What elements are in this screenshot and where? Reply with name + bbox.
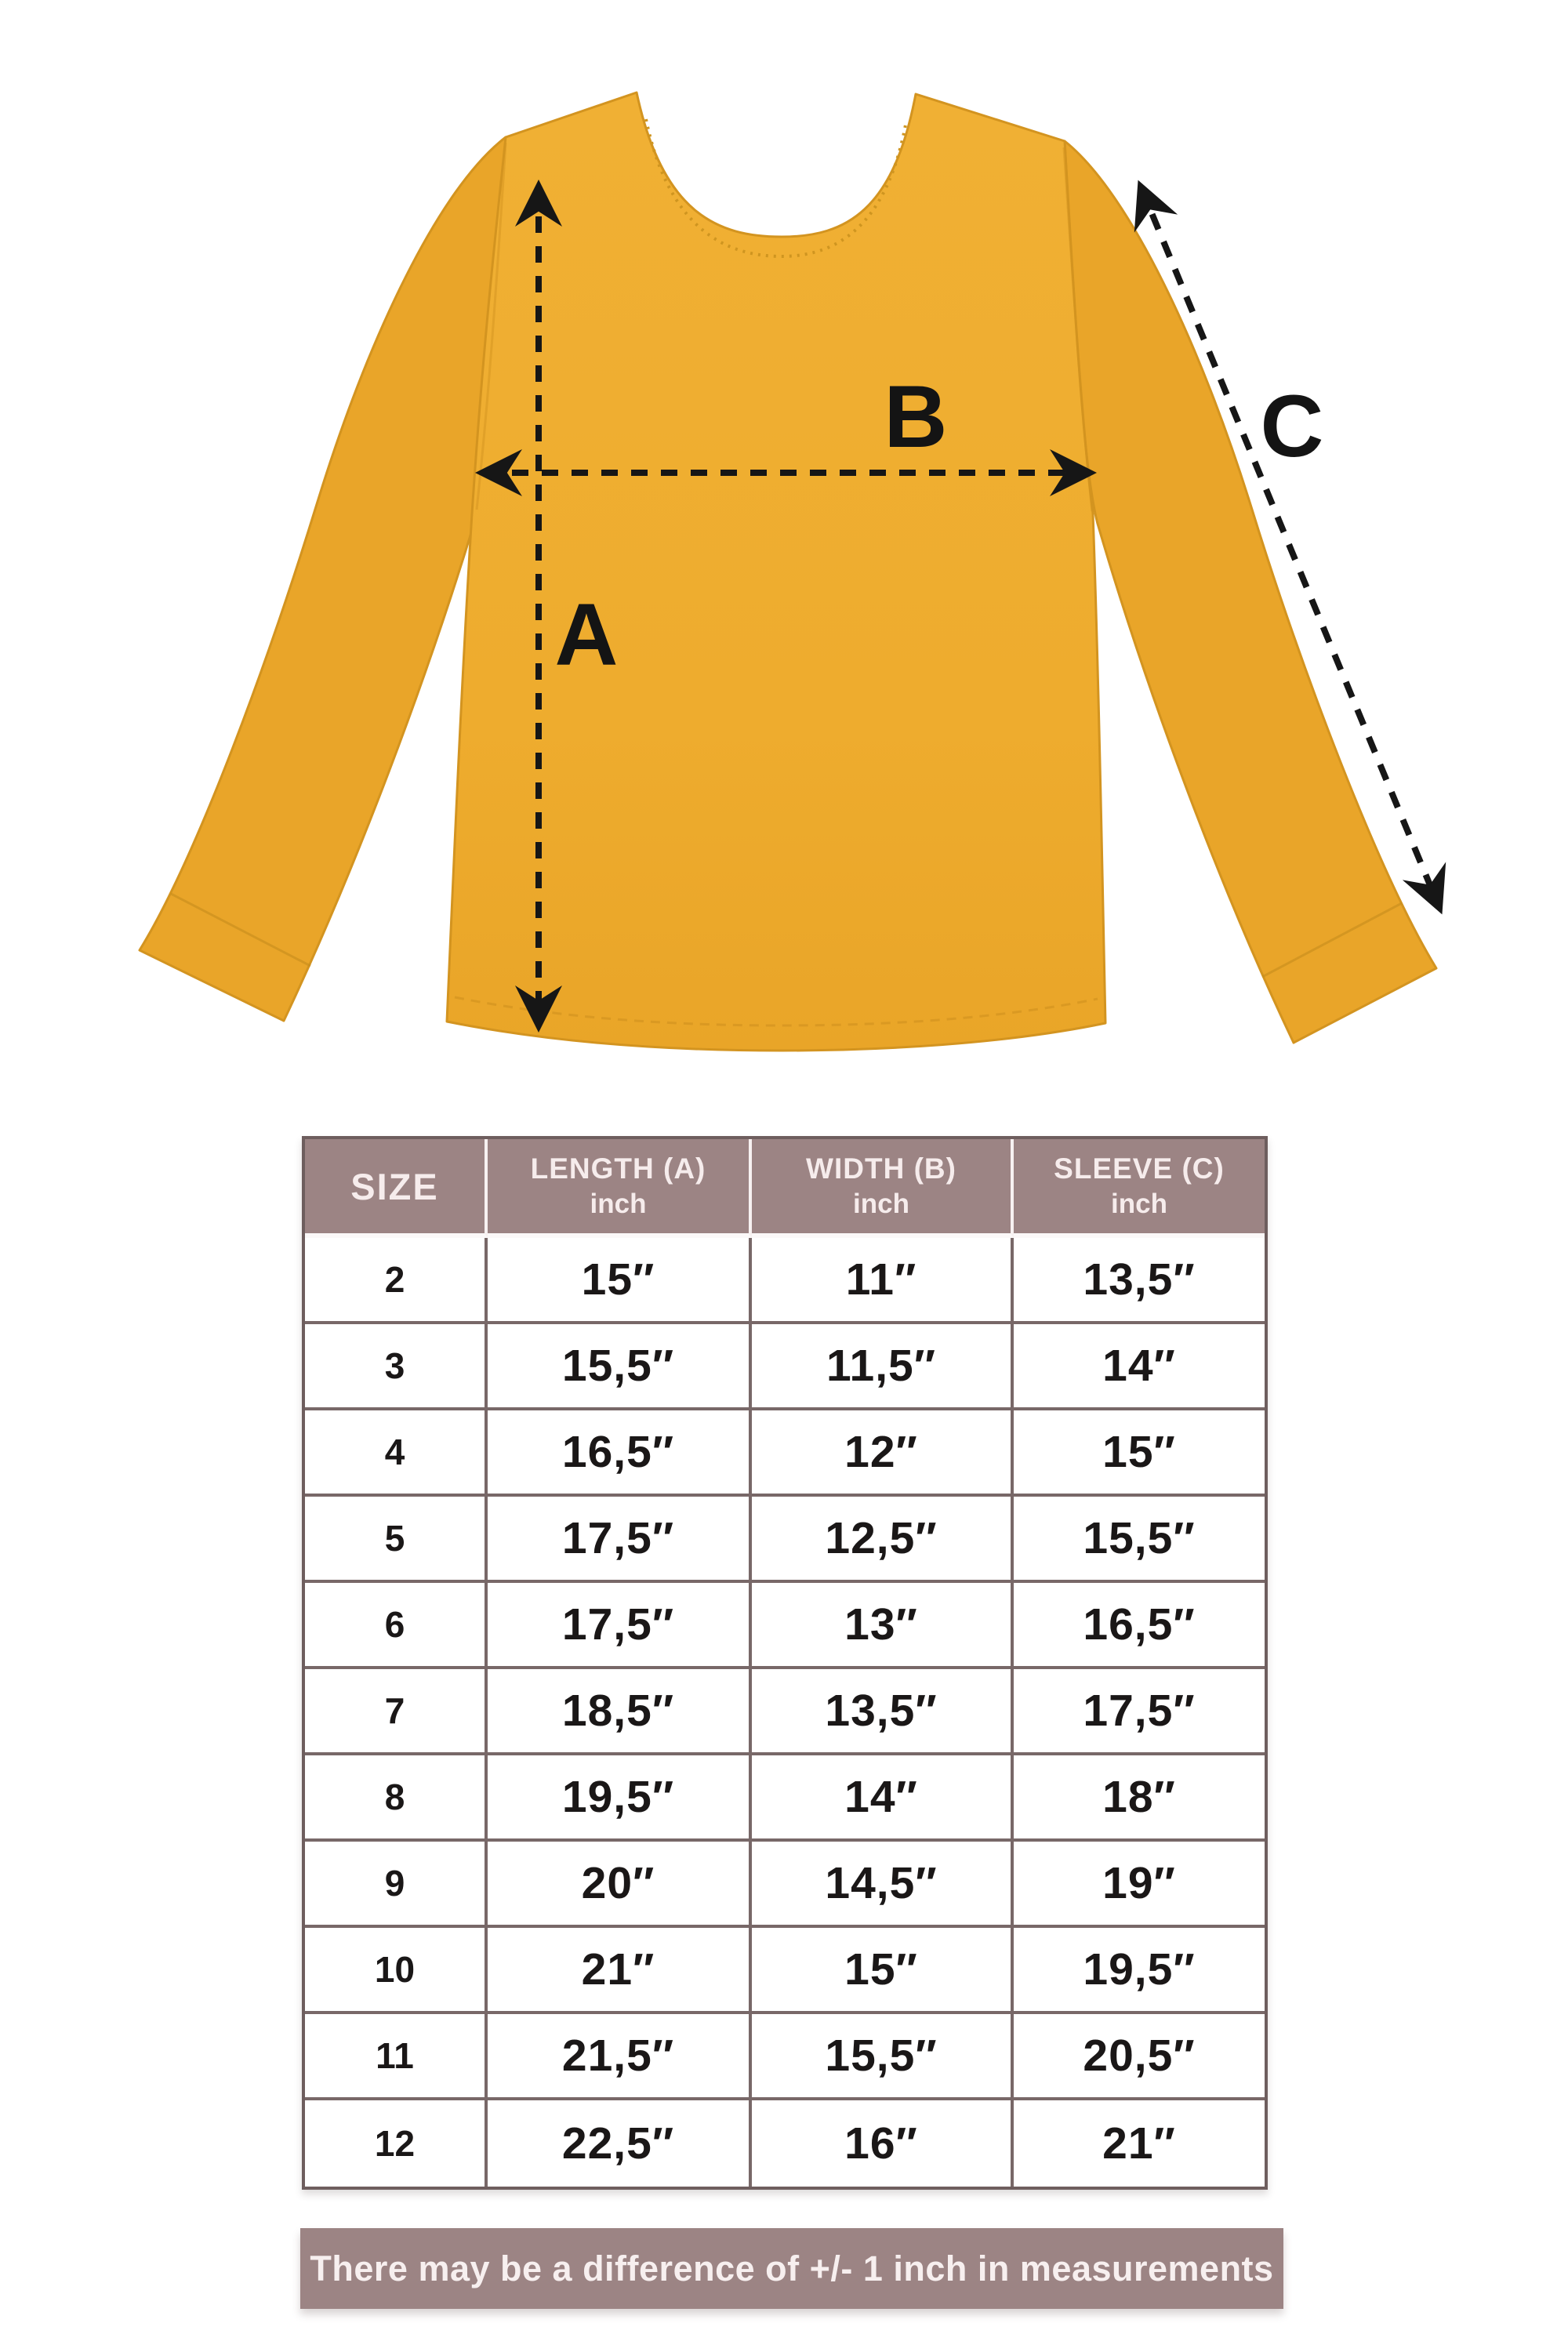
table-cell-sleeve: 15″ <box>1014 1410 1265 1497</box>
left-cuff-seam <box>170 892 311 967</box>
size-table: SIZE LENGTH (A) inch WIDTH (B) inch SLEE… <box>302 1136 1268 2190</box>
table-cell-size: 12 <box>305 2100 488 2187</box>
measurement-note: There may be a difference of +/- 1 inch … <box>300 2228 1283 2309</box>
collar-seam <box>644 118 908 259</box>
col-header-length-title: LENGTH (A) <box>530 1152 706 1185</box>
col-header-sleeve-unit: inch <box>1111 1189 1167 1219</box>
shirt-body <box>445 91 1107 1052</box>
table-cell-sleeve: 19″ <box>1014 1842 1265 1928</box>
table-cell-size: 9 <box>305 1842 488 1928</box>
right-sleeve <box>1063 140 1438 1044</box>
table-cell-size: 11 <box>305 2014 488 2100</box>
table-cell-size: 5 <box>305 1497 488 1583</box>
table-cell-size: 7 <box>305 1669 488 1755</box>
table-cell-sleeve: 13,5″ <box>1014 1238 1265 1324</box>
left-sleeve <box>138 136 507 1022</box>
table-cell-sleeve: 19,5″ <box>1014 1928 1265 2014</box>
table-cell-sleeve: 16,5″ <box>1014 1583 1265 1669</box>
table-cell-length: 16,5″ <box>488 1410 752 1497</box>
table-cell-width: 11,5″ <box>752 1324 1014 1410</box>
sleeve-arrow <box>1134 180 1446 915</box>
size-table-grid: SIZE LENGTH (A) inch WIDTH (B) inch SLEE… <box>305 1139 1265 2187</box>
table-cell-width: 14,5″ <box>752 1842 1014 1928</box>
shirt-diagram: A B C <box>0 0 1568 1137</box>
table-cell-length: 19,5″ <box>488 1755 752 1842</box>
table-cell-width: 15″ <box>752 1928 1014 2014</box>
col-header-width-unit: inch <box>853 1189 909 1219</box>
table-cell-width: 11″ <box>752 1238 1014 1324</box>
table-cell-sleeve: 20,5″ <box>1014 2014 1265 2100</box>
col-header-length: LENGTH (A) inch <box>488 1139 752 1238</box>
table-cell-width: 12″ <box>752 1410 1014 1497</box>
table-cell-sleeve: 18″ <box>1014 1755 1265 1842</box>
length-label: A <box>555 586 619 684</box>
sleeve-label: C <box>1261 377 1324 475</box>
table-cell-length: 15,5″ <box>488 1324 752 1410</box>
table-cell-sleeve: 15,5″ <box>1014 1497 1265 1583</box>
table-cell-size: 3 <box>305 1324 488 1410</box>
table-cell-size: 10 <box>305 1928 488 2014</box>
col-header-length-unit: inch <box>590 1189 647 1219</box>
table-cell-length: 18,5″ <box>488 1669 752 1755</box>
col-header-size: SIZE <box>305 1139 488 1238</box>
table-cell-width: 12,5″ <box>752 1497 1014 1583</box>
col-header-sleeve: SLEEVE (C) inch <box>1014 1139 1265 1238</box>
table-cell-width: 13,5″ <box>752 1669 1014 1755</box>
table-cell-length: 20″ <box>488 1842 752 1928</box>
table-cell-length: 15″ <box>488 1238 752 1324</box>
table-cell-sleeve: 21″ <box>1014 2100 1265 2187</box>
table-cell-length: 17,5″ <box>488 1497 752 1583</box>
col-header-width-title: WIDTH (B) <box>806 1152 956 1185</box>
table-cell-width: 13″ <box>752 1583 1014 1669</box>
table-cell-width: 14″ <box>752 1755 1014 1842</box>
table-cell-length: 21,5″ <box>488 2014 752 2100</box>
col-header-width: WIDTH (B) inch <box>752 1139 1014 1238</box>
measurement-letters: A B C <box>555 368 1324 684</box>
table-cell-width: 15,5″ <box>752 2014 1014 2100</box>
table-cell-length: 17,5″ <box>488 1583 752 1669</box>
width-label: B <box>884 368 948 466</box>
table-cell-size: 8 <box>305 1755 488 1842</box>
table-cell-sleeve: 17,5″ <box>1014 1669 1265 1755</box>
shirt-svg: A B C <box>138 91 1446 1052</box>
table-cell-width: 16″ <box>752 2100 1014 2187</box>
right-cuff-seam <box>1261 902 1403 978</box>
table-cell-sleeve: 14″ <box>1014 1324 1265 1410</box>
measurement-arrows <box>475 180 1446 1033</box>
col-header-sleeve-title: SLEEVE (C) <box>1054 1152 1225 1185</box>
table-cell-size: 6 <box>305 1583 488 1669</box>
table-cell-size: 4 <box>305 1410 488 1497</box>
table-cell-size: 2 <box>305 1238 488 1324</box>
table-cell-length: 22,5″ <box>488 2100 752 2187</box>
table-cell-length: 21″ <box>488 1928 752 2014</box>
